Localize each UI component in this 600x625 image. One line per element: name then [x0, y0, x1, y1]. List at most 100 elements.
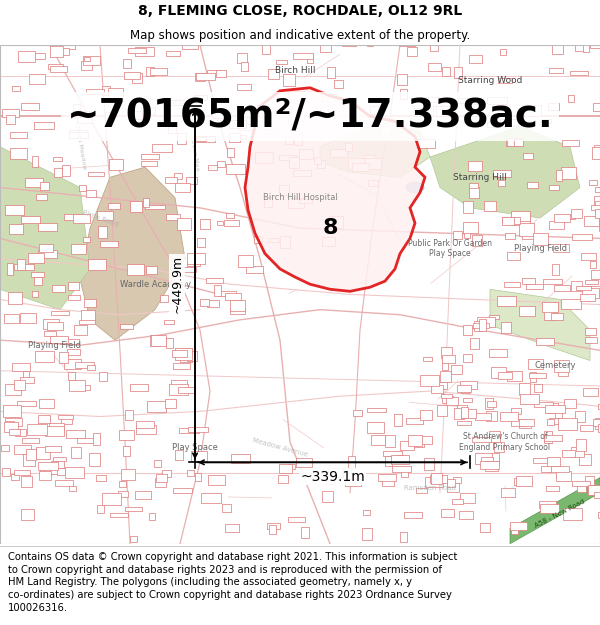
FancyBboxPatch shape — [79, 185, 86, 191]
FancyBboxPatch shape — [561, 299, 581, 309]
FancyBboxPatch shape — [97, 505, 104, 512]
FancyBboxPatch shape — [583, 388, 598, 396]
FancyBboxPatch shape — [581, 253, 596, 259]
FancyBboxPatch shape — [494, 442, 504, 452]
FancyBboxPatch shape — [565, 399, 575, 408]
FancyBboxPatch shape — [539, 501, 556, 508]
FancyBboxPatch shape — [267, 523, 280, 529]
FancyBboxPatch shape — [200, 299, 209, 306]
FancyBboxPatch shape — [53, 457, 66, 461]
Text: Birch Hill Hospital: Birch Hill Hospital — [263, 193, 337, 202]
FancyBboxPatch shape — [353, 409, 362, 416]
FancyBboxPatch shape — [590, 261, 596, 268]
FancyBboxPatch shape — [533, 233, 548, 245]
FancyBboxPatch shape — [86, 190, 96, 197]
FancyBboxPatch shape — [81, 310, 95, 321]
FancyBboxPatch shape — [240, 111, 259, 118]
FancyBboxPatch shape — [348, 456, 355, 468]
FancyBboxPatch shape — [5, 421, 14, 430]
FancyBboxPatch shape — [461, 409, 476, 418]
FancyBboxPatch shape — [547, 457, 560, 466]
FancyBboxPatch shape — [498, 181, 505, 186]
FancyBboxPatch shape — [44, 331, 56, 336]
FancyBboxPatch shape — [475, 413, 491, 420]
FancyBboxPatch shape — [142, 161, 157, 166]
Text: A58 - New Road: A58 - New Road — [534, 498, 586, 529]
FancyBboxPatch shape — [162, 470, 172, 477]
FancyBboxPatch shape — [579, 454, 592, 466]
FancyBboxPatch shape — [431, 473, 442, 484]
FancyBboxPatch shape — [230, 301, 245, 311]
FancyBboxPatch shape — [485, 461, 498, 471]
FancyBboxPatch shape — [469, 184, 478, 188]
FancyBboxPatch shape — [140, 154, 160, 159]
FancyBboxPatch shape — [224, 220, 239, 226]
FancyBboxPatch shape — [230, 308, 245, 314]
FancyBboxPatch shape — [225, 293, 241, 299]
FancyBboxPatch shape — [173, 488, 191, 493]
FancyBboxPatch shape — [421, 374, 439, 386]
FancyBboxPatch shape — [136, 421, 154, 428]
FancyBboxPatch shape — [5, 418, 22, 426]
FancyBboxPatch shape — [97, 211, 113, 220]
FancyBboxPatch shape — [214, 284, 221, 296]
FancyBboxPatch shape — [322, 237, 335, 246]
FancyBboxPatch shape — [8, 292, 22, 304]
FancyBboxPatch shape — [296, 458, 312, 467]
FancyBboxPatch shape — [599, 421, 600, 431]
FancyBboxPatch shape — [542, 119, 551, 123]
FancyBboxPatch shape — [151, 336, 166, 346]
FancyBboxPatch shape — [499, 78, 512, 84]
Polygon shape — [80, 167, 185, 340]
FancyBboxPatch shape — [580, 426, 593, 431]
FancyBboxPatch shape — [26, 449, 36, 461]
FancyBboxPatch shape — [66, 430, 85, 438]
FancyBboxPatch shape — [448, 479, 455, 488]
FancyBboxPatch shape — [173, 363, 190, 369]
FancyBboxPatch shape — [17, 401, 35, 406]
FancyBboxPatch shape — [519, 422, 532, 428]
FancyBboxPatch shape — [501, 488, 515, 497]
FancyBboxPatch shape — [122, 59, 131, 68]
FancyBboxPatch shape — [549, 68, 563, 73]
FancyBboxPatch shape — [514, 478, 531, 486]
FancyBboxPatch shape — [436, 106, 455, 116]
FancyBboxPatch shape — [400, 441, 414, 449]
FancyBboxPatch shape — [11, 474, 19, 480]
FancyBboxPatch shape — [34, 277, 43, 286]
FancyBboxPatch shape — [509, 138, 521, 146]
FancyBboxPatch shape — [421, 409, 431, 420]
FancyBboxPatch shape — [473, 321, 482, 331]
FancyBboxPatch shape — [457, 98, 468, 103]
FancyBboxPatch shape — [166, 399, 176, 408]
FancyBboxPatch shape — [74, 325, 87, 336]
FancyBboxPatch shape — [34, 122, 53, 129]
FancyBboxPatch shape — [527, 182, 538, 188]
FancyBboxPatch shape — [406, 418, 422, 424]
FancyBboxPatch shape — [421, 436, 433, 444]
FancyBboxPatch shape — [344, 479, 361, 486]
FancyBboxPatch shape — [451, 365, 462, 374]
FancyBboxPatch shape — [594, 492, 600, 498]
Polygon shape — [320, 121, 430, 177]
FancyBboxPatch shape — [414, 108, 420, 116]
FancyBboxPatch shape — [556, 170, 562, 181]
Text: St Andrew's Church of
England Primary School: St Andrew's Church of England Primary Sc… — [460, 432, 551, 452]
FancyBboxPatch shape — [39, 399, 54, 408]
FancyBboxPatch shape — [23, 371, 29, 379]
FancyBboxPatch shape — [226, 164, 245, 174]
FancyBboxPatch shape — [598, 404, 600, 409]
FancyBboxPatch shape — [38, 223, 56, 231]
FancyBboxPatch shape — [584, 280, 598, 284]
FancyBboxPatch shape — [146, 67, 154, 76]
FancyBboxPatch shape — [530, 372, 536, 382]
FancyBboxPatch shape — [326, 472, 334, 484]
FancyBboxPatch shape — [20, 377, 34, 383]
FancyBboxPatch shape — [368, 181, 378, 186]
FancyBboxPatch shape — [257, 106, 271, 117]
FancyBboxPatch shape — [9, 224, 23, 234]
Text: Birch Hill: Birch Hill — [275, 66, 315, 75]
FancyBboxPatch shape — [32, 156, 38, 167]
FancyBboxPatch shape — [227, 148, 234, 157]
FancyBboxPatch shape — [385, 435, 395, 447]
